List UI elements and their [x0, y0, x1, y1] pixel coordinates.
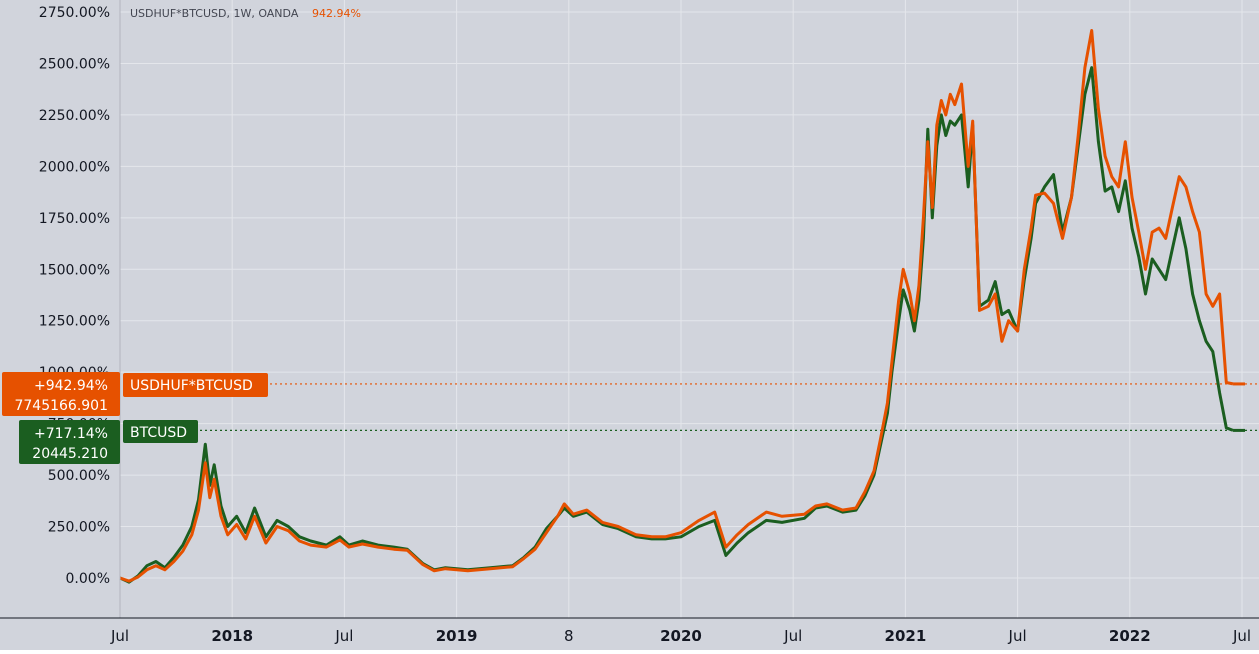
x-tick-label: Jul: [110, 627, 129, 645]
y-tick-label: 2000.00%: [39, 159, 110, 175]
legend-value: 942.94%: [312, 7, 361, 20]
x-tick-label: 2021: [885, 627, 927, 645]
y-tick-label: 500.00%: [48, 468, 110, 484]
series-lines: [119, 29, 1245, 584]
x-tick-label: 2020: [660, 627, 702, 645]
x-tick-label: Jul: [1008, 627, 1027, 645]
y-tick-label: 2750.00%: [39, 5, 110, 21]
btc-series-name: BTCUSD: [130, 425, 187, 441]
huf-percent-label: +942.94%: [34, 378, 108, 394]
huf-price-label-box: [2, 372, 120, 416]
x-tick-label: 2019: [436, 627, 478, 645]
btc-series-name-tag: [123, 420, 198, 443]
y-tick-label: 1500.00%: [39, 262, 110, 278]
x-axis-tick-labels: Jul 2018 Jul 2019 8 2020 Jul 2021 Jul 2022 Jul: [110, 627, 1251, 645]
btc-price-label: 20445.210: [32, 446, 108, 462]
last-value-lines: [195, 383, 1259, 431]
btc-price-label-box: [19, 420, 120, 464]
series-price-labels: +942.94% 7745166.901 USDHUF*BTCUSD +717.…: [2, 372, 268, 464]
huf-series-name-tag: [123, 373, 268, 397]
x-tick-label: 8: [564, 627, 574, 645]
y-tick-label: 250.00%: [48, 520, 110, 536]
x-tick-label: 2022: [1109, 627, 1151, 645]
x-tick-label: Jul: [1232, 627, 1251, 645]
y-tick-label: 2250.00%: [39, 108, 110, 124]
btc-percent-label: +717.14%: [34, 426, 108, 442]
huf-series-name: USDHUF*BTCUSD: [130, 378, 253, 394]
x-tick-label: 2018: [211, 627, 253, 645]
y-tick-label: 2500.00%: [39, 56, 110, 72]
x-tick-label: Jul: [334, 627, 353, 645]
y-tick-label: 1250.00%: [39, 314, 110, 330]
y-tick-label: 0.00%: [66, 571, 110, 587]
huf-price-label: 7745166.901: [14, 398, 108, 414]
y-axis-tick-labels: 0.00%250.00%500.00%750.00%1000.00%1250.0…: [39, 5, 110, 587]
x-tick-label: Jul: [783, 627, 802, 645]
btcusd-line: [119, 66, 1234, 584]
usdhuf-btcusd-line: [119, 29, 1234, 583]
y-tick-label: 1750.00%: [39, 211, 110, 227]
legend-symbol: USDHUF*BTCUSD, 1W, OANDA: [130, 7, 299, 20]
